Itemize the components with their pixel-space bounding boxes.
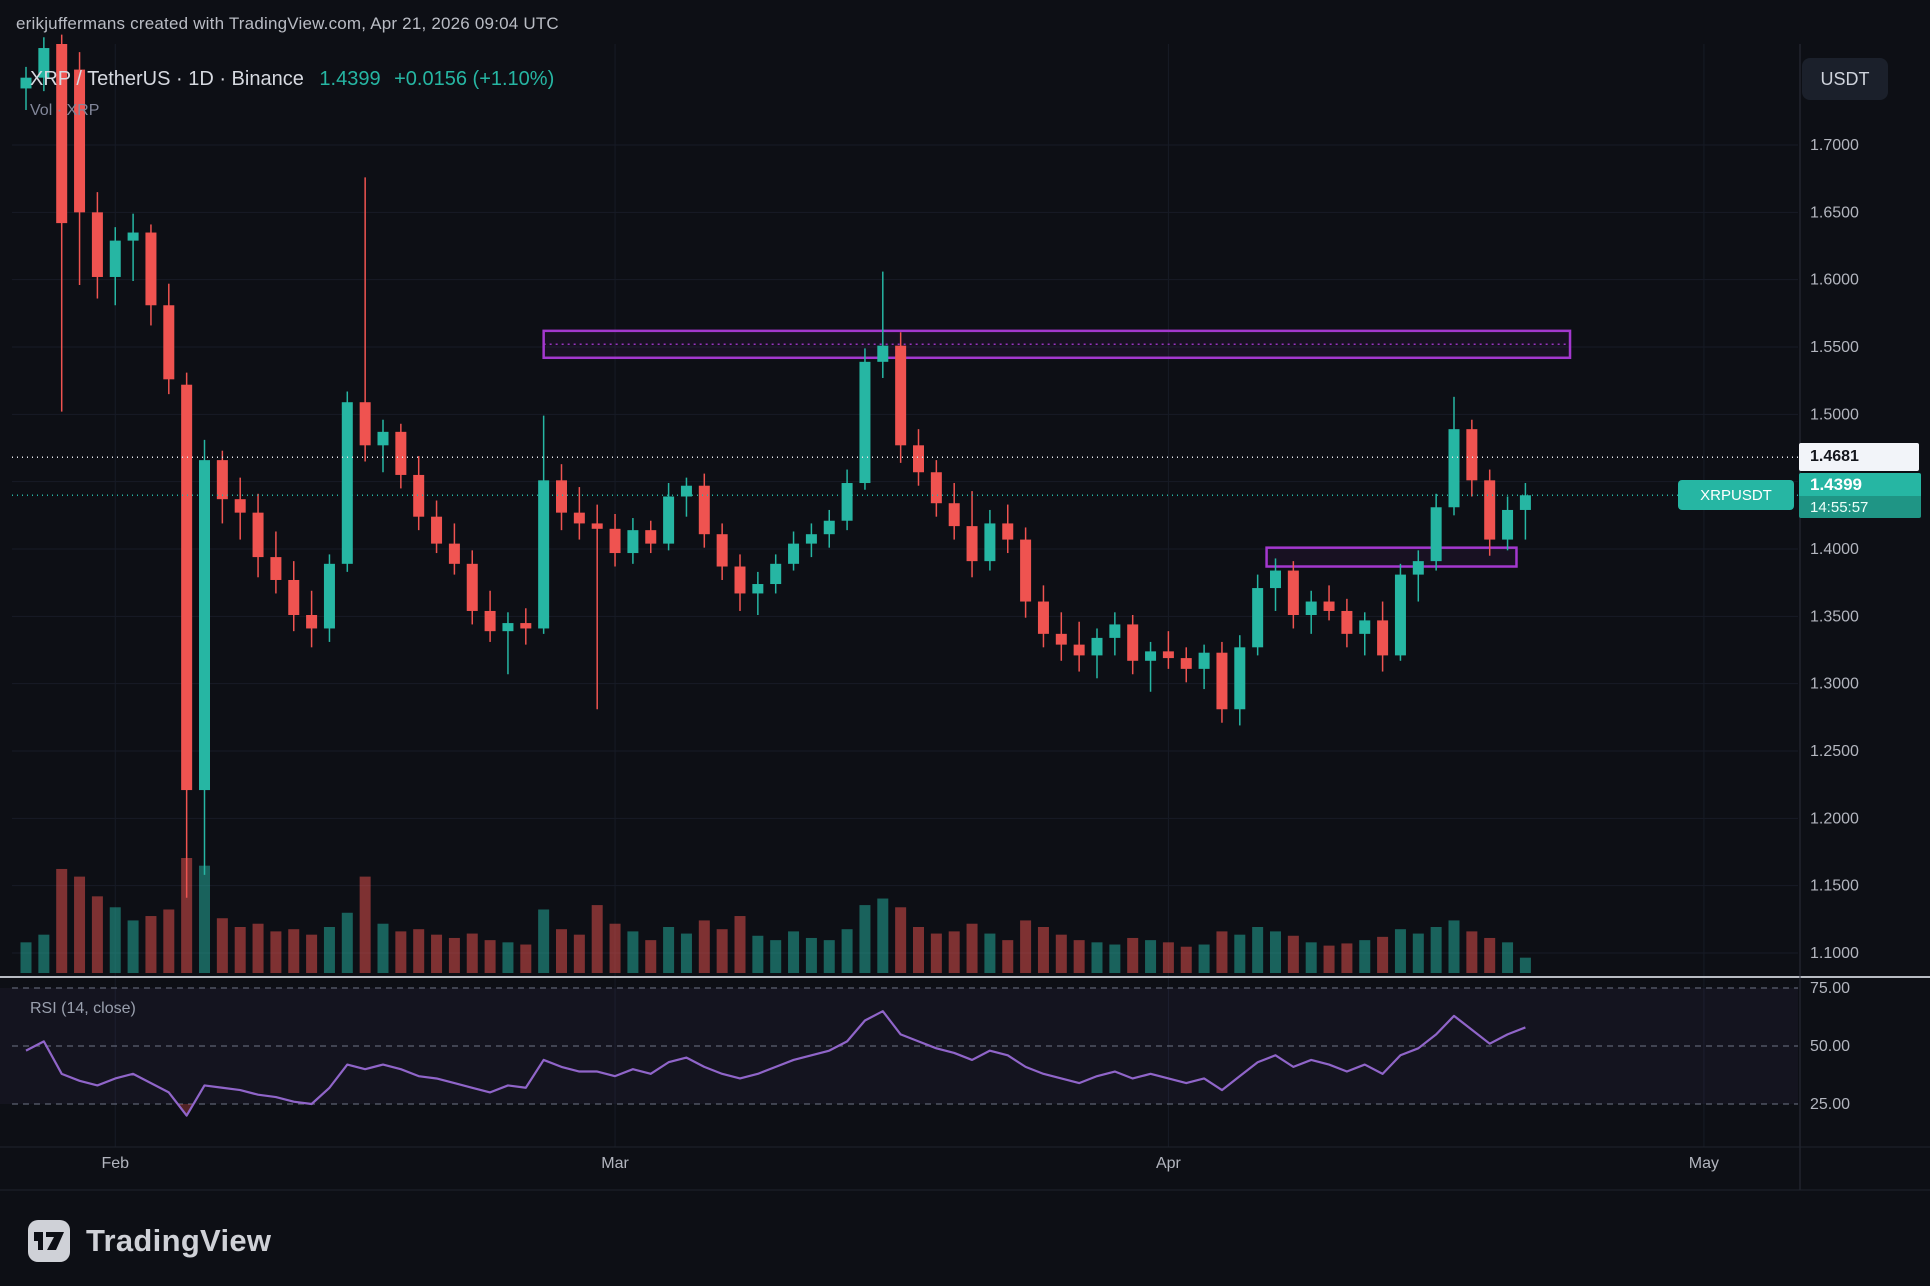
countdown-timer: 14:55:57: [1799, 496, 1921, 519]
svg-text:May: May: [1689, 1155, 1719, 1172]
svg-text:Mar: Mar: [601, 1155, 629, 1172]
svg-text:1.1500: 1.1500: [1810, 878, 1859, 895]
chart-legend: XRP / TetherUS · 1D · Binance 1.4399 +0.…: [30, 64, 554, 126]
tradingview-logo-icon: [28, 1220, 70, 1262]
header-change: +0.0156 (+1.10%): [394, 68, 555, 90]
attribution-text: erikjuffermans created with TradingView.…: [16, 14, 559, 33]
svg-text:25.00: 25.00: [1810, 1096, 1850, 1113]
svg-text:Apr: Apr: [1156, 1155, 1182, 1172]
symbol-title-row: XRP / TetherUS · 1D · Binance 1.4399 +0.…: [30, 64, 554, 94]
svg-text:75.00: 75.00: [1810, 980, 1850, 997]
svg-text:1.4000: 1.4000: [1810, 541, 1859, 558]
svg-text:1.7000: 1.7000: [1810, 137, 1859, 154]
svg-text:1.6000: 1.6000: [1810, 272, 1859, 289]
svg-text:1.1000: 1.1000: [1810, 945, 1859, 962]
currency-toggle-button[interactable]: USDT: [1802, 58, 1888, 100]
last-price-label[interactable]: 1.4399 14:55:57: [1799, 473, 1921, 519]
svg-text:50.00: 50.00: [1810, 1038, 1850, 1055]
prev-close-price-label[interactable]: 1.4681: [1799, 443, 1919, 472]
svg-text:1.3500: 1.3500: [1810, 608, 1859, 625]
tradingview-logo[interactable]: TradingView: [26, 1218, 271, 1264]
tradingview-wordmark: TradingView: [86, 1223, 272, 1258]
svg-text:1.6500: 1.6500: [1810, 204, 1859, 221]
last-price-value: 1.4399: [1810, 474, 1862, 494]
symbol-price-chip[interactable]: XRPUSDT: [1678, 480, 1794, 511]
rsi-legend[interactable]: RSI (14, close): [30, 1000, 136, 1017]
svg-text:1.3000: 1.3000: [1810, 676, 1859, 693]
header-price: 1.4399: [319, 68, 381, 90]
svg-text:1.5000: 1.5000: [1810, 406, 1859, 423]
volume-legend[interactable]: Vol · XRP: [30, 102, 100, 119]
symbol-title[interactable]: XRP / TetherUS · 1D · Binance: [30, 68, 304, 90]
svg-text:Feb: Feb: [101, 1155, 129, 1172]
svg-text:1.2500: 1.2500: [1810, 743, 1859, 760]
svg-text:1.2000: 1.2000: [1810, 810, 1859, 827]
svg-text:1.5500: 1.5500: [1810, 339, 1859, 356]
